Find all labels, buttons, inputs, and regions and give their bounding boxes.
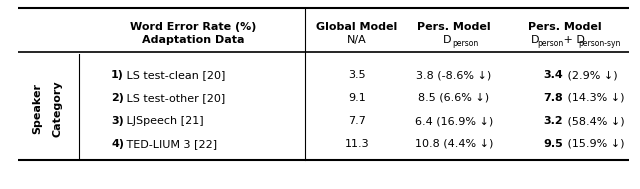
Text: Word Error Rate (%): Word Error Rate (%)	[130, 22, 257, 32]
Text: Pers. Model: Pers. Model	[417, 22, 491, 32]
Text: 3.2: 3.2	[543, 116, 563, 126]
Text: 3.8 (-8.6% ↓): 3.8 (-8.6% ↓)	[417, 70, 492, 80]
Text: LS test-clean [20]: LS test-clean [20]	[123, 70, 225, 80]
Text: 11.3: 11.3	[344, 139, 369, 149]
Text: 3.5: 3.5	[348, 70, 365, 80]
Text: Category: Category	[52, 81, 63, 137]
Text: 3): 3)	[111, 116, 124, 126]
Text: 1): 1)	[111, 70, 124, 80]
Text: D: D	[531, 35, 540, 45]
Text: 7.8: 7.8	[543, 93, 563, 103]
Text: (14.3% ↓): (14.3% ↓)	[564, 93, 625, 103]
Text: (2.9% ↓): (2.9% ↓)	[564, 70, 618, 80]
Text: Global Model: Global Model	[316, 22, 397, 32]
Text: person: person	[452, 39, 478, 47]
Text: Adaptation Data: Adaptation Data	[142, 35, 244, 45]
Text: person-syn: person-syn	[578, 39, 620, 47]
Text: N/A: N/A	[347, 35, 367, 45]
Text: 10.8 (4.4% ↓): 10.8 (4.4% ↓)	[415, 139, 493, 149]
Text: 2): 2)	[111, 93, 124, 103]
Text: 9.1: 9.1	[348, 93, 365, 103]
Text: LS test-other [20]: LS test-other [20]	[123, 93, 225, 103]
Text: 4): 4)	[111, 139, 124, 149]
Text: D: D	[442, 35, 451, 45]
Text: 9.5: 9.5	[543, 139, 563, 149]
Text: Speaker: Speaker	[33, 84, 43, 135]
Text: person: person	[537, 39, 563, 47]
Text: LJSpeech [21]: LJSpeech [21]	[123, 116, 204, 126]
Text: Pers. Model: Pers. Model	[528, 22, 602, 32]
Text: 3.4: 3.4	[543, 70, 563, 80]
Text: (15.9% ↓): (15.9% ↓)	[564, 139, 625, 149]
Text: 8.5 (6.6% ↓): 8.5 (6.6% ↓)	[419, 93, 490, 103]
Text: 7.7: 7.7	[348, 116, 366, 126]
Text: (58.4% ↓): (58.4% ↓)	[564, 116, 625, 126]
Text: + D: + D	[560, 35, 585, 45]
Text: TED-LIUM 3 [22]: TED-LIUM 3 [22]	[123, 139, 217, 149]
Text: 6.4 (16.9% ↓): 6.4 (16.9% ↓)	[415, 116, 493, 126]
